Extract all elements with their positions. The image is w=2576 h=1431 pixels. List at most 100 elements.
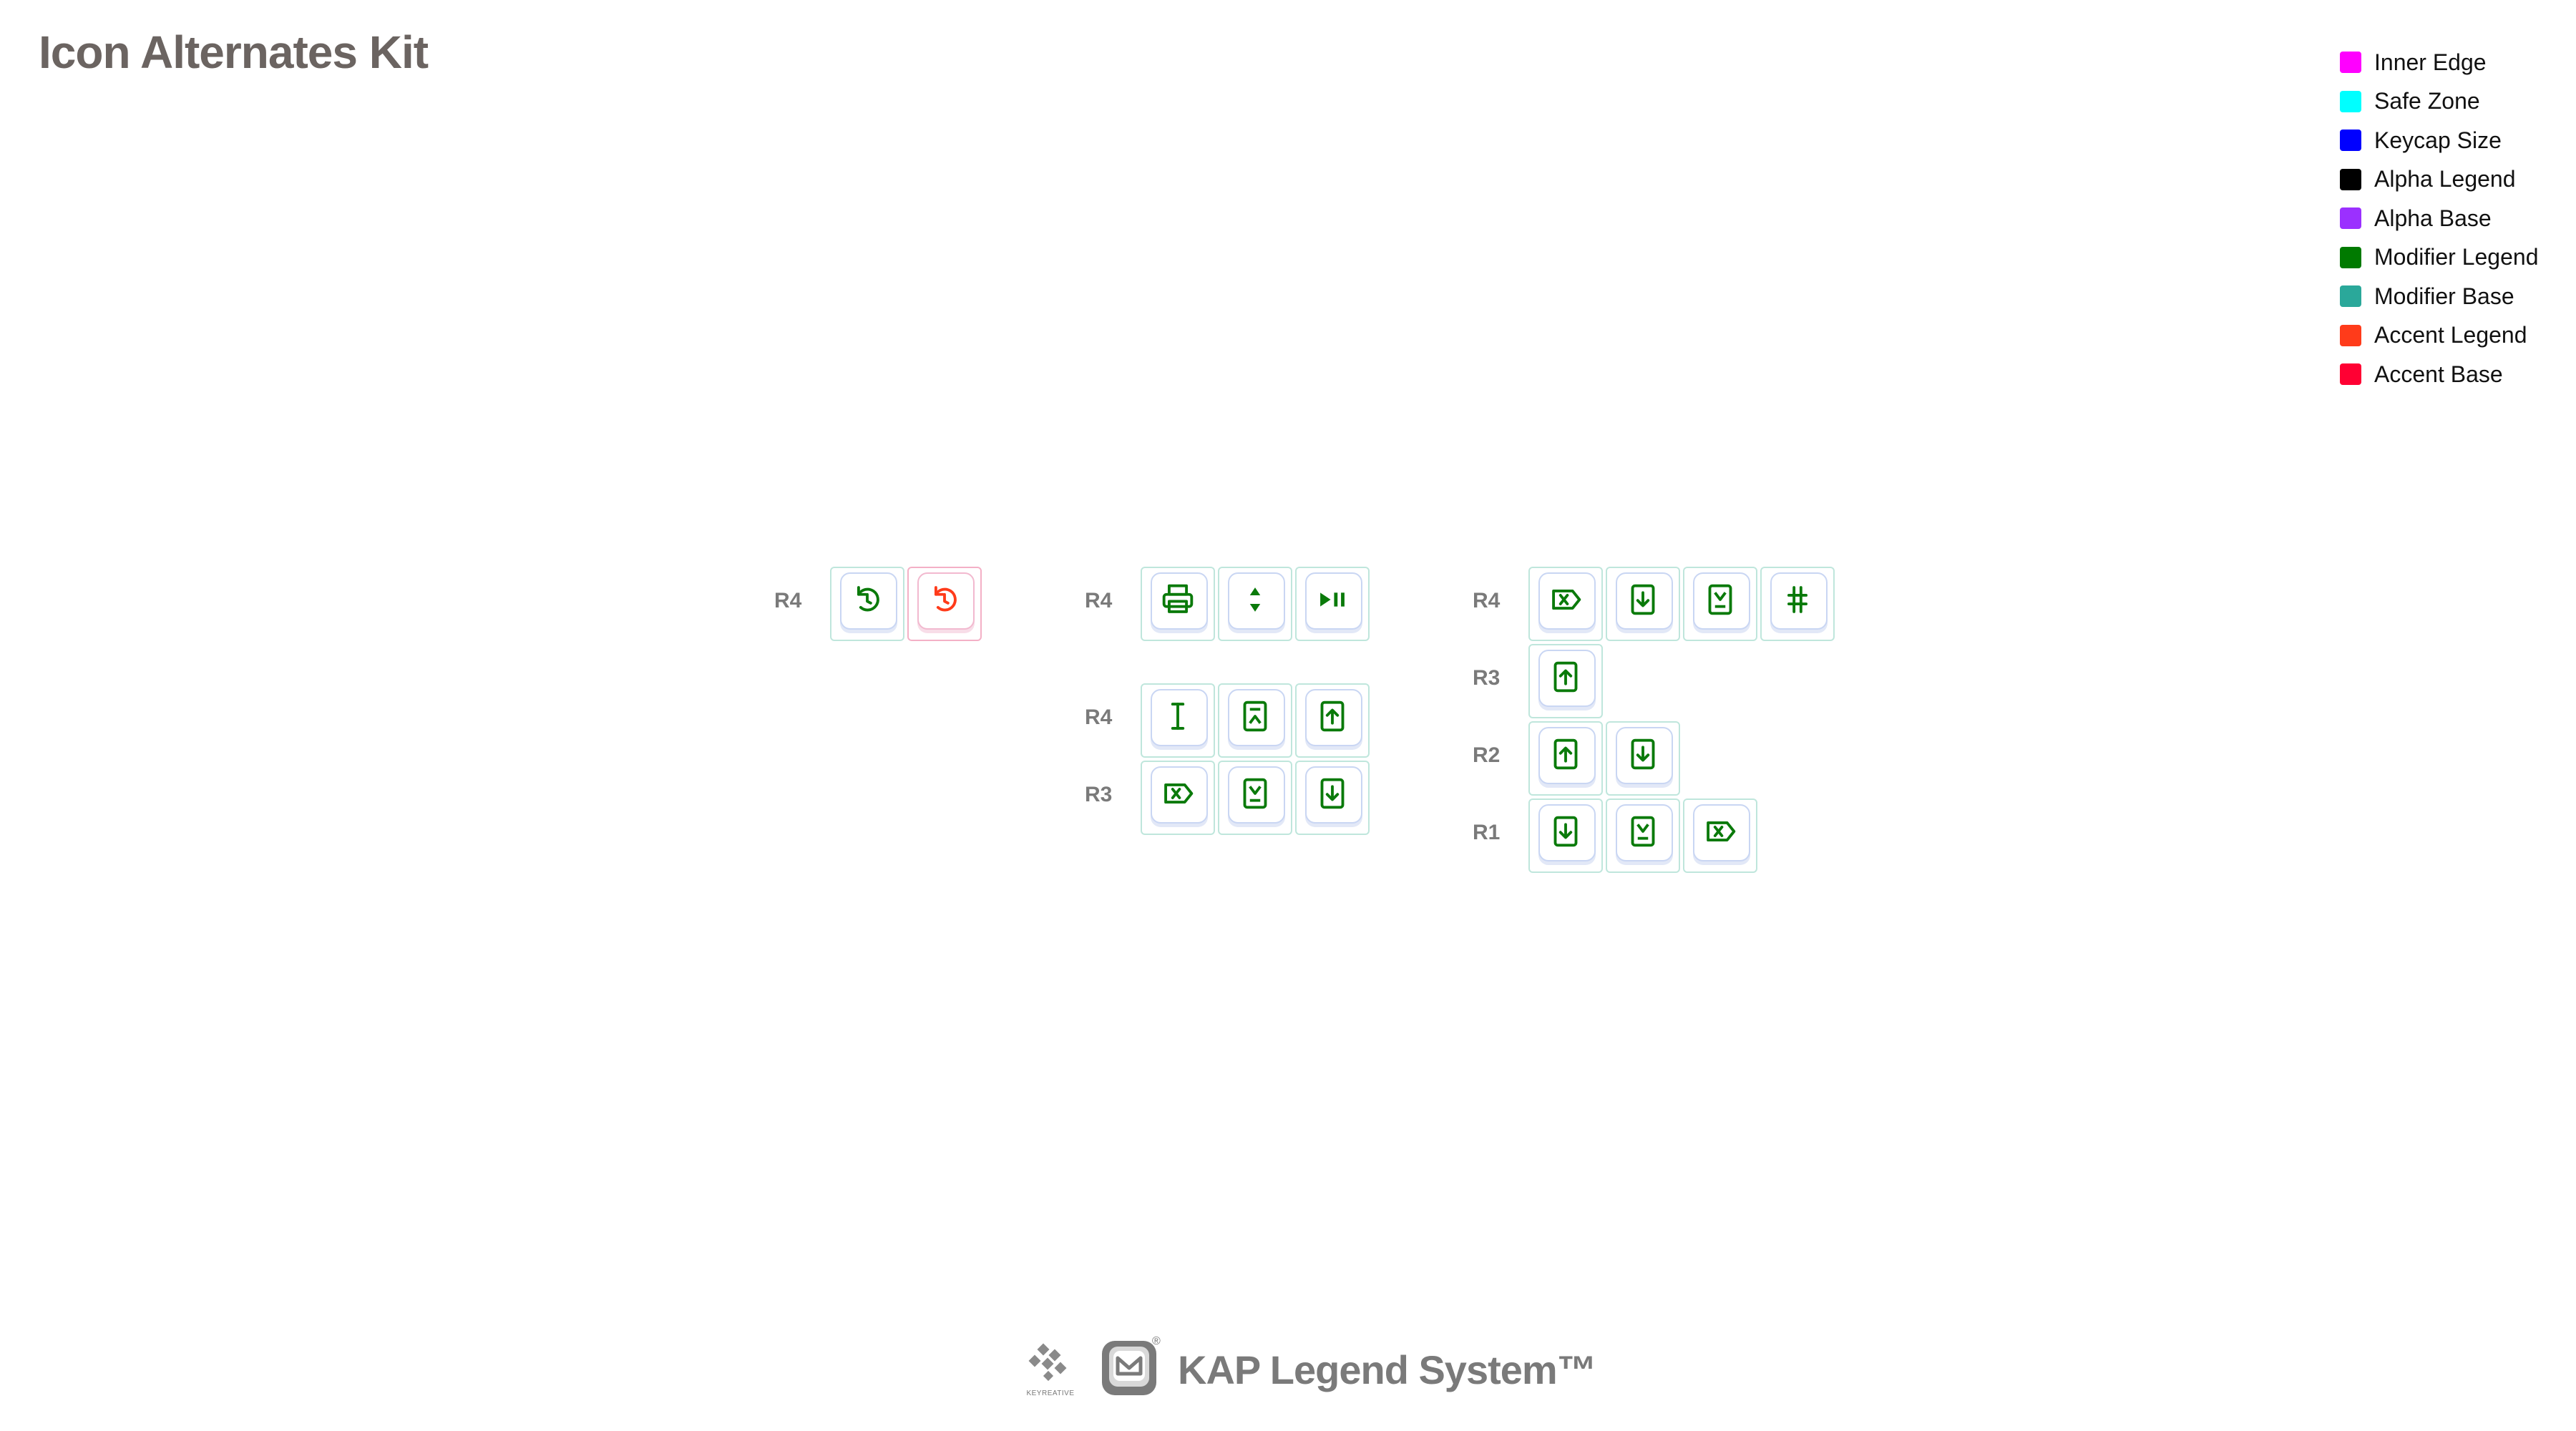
legend-item-alpha-base: Alpha Base: [2340, 199, 2538, 238]
keycap-page-down[interactable]: [1606, 721, 1680, 796]
keycap-undo-accent[interactable]: [907, 567, 982, 641]
keycap-end[interactable]: [1683, 567, 1757, 641]
legend-swatch: [2340, 130, 2361, 152]
legend-item-safe-zone: Safe Zone: [2340, 82, 2538, 122]
row-label-r4: R4: [774, 589, 802, 612]
keycap-insert[interactable]: [1141, 683, 1215, 758]
hashtag-icon: [1787, 586, 1808, 613]
keycap-top: [1693, 804, 1750, 861]
kap-logo-icon: [1102, 1341, 1156, 1395]
legend-item-modifier-legend: Modifier Legend: [2340, 238, 2538, 278]
keycap-top: [1151, 766, 1208, 824]
keycap-page-down[interactable]: [1528, 798, 1603, 873]
legend-item-keycap-size: Keycap Size: [2340, 121, 2538, 160]
delete-icon: [1707, 821, 1736, 842]
page-down-icon: [1553, 816, 1578, 847]
keycap-delete[interactable]: [1683, 798, 1757, 873]
keycap-home[interactable]: [1218, 683, 1292, 758]
page-home-icon: [1243, 700, 1267, 732]
printer-icon: [1162, 584, 1194, 613]
text-cursor-icon: [1171, 703, 1185, 730]
row-label-r4: R4: [1473, 589, 1501, 612]
legend-swatch: [2340, 324, 2361, 346]
row-label-r3: R3: [1085, 783, 1113, 806]
keyreative-logo-icon: [1028, 1343, 1067, 1382]
legend-item-inner-edge: Inner Edge: [2340, 43, 2538, 82]
keycap-page-down[interactable]: [1295, 761, 1370, 835]
keycap-top: [1538, 572, 1596, 630]
page-end-icon: [1631, 816, 1655, 847]
legend-swatch: [2340, 285, 2361, 308]
undo-accent-icon: [934, 586, 957, 612]
keycap-scroll[interactable]: [1218, 567, 1292, 641]
undo-icon: [857, 586, 879, 612]
keycap-top: [1616, 727, 1673, 784]
keycap-undo[interactable]: [830, 567, 904, 641]
legend-label: Modifier Base: [2374, 283, 2514, 309]
delete-icon: [1164, 783, 1194, 804]
legend-item-accent-legend: Accent Legend: [2340, 316, 2538, 356]
keycap-top: [1538, 727, 1596, 784]
row-label-r4: R4: [1085, 705, 1113, 729]
keycap-top: [1538, 650, 1596, 707]
keycap-top: [1151, 689, 1208, 746]
legend-label: Modifier Legend: [2374, 244, 2539, 270]
legend-swatch: [2340, 363, 2361, 386]
keycap-end[interactable]: [1218, 761, 1292, 835]
keycap-top: [840, 572, 897, 630]
page-down-icon: [1631, 584, 1655, 615]
color-legend: Inner Edge Safe Zone Keycap Size Alpha L…: [2340, 43, 2538, 394]
keycap-top: [1305, 689, 1362, 746]
keycap-play-pause[interactable]: [1295, 567, 1370, 641]
scroll-up-down-icon: [1249, 587, 1261, 612]
keycap-page-up[interactable]: [1528, 644, 1603, 718]
legend-swatch: [2340, 52, 2361, 74]
legend-label: Alpha Legend: [2374, 166, 2516, 192]
delete-icon: [1552, 589, 1581, 610]
legend-swatch: [2340, 246, 2361, 268]
legend-swatch: [2340, 168, 2361, 190]
page-end-icon: [1708, 584, 1732, 615]
keycap-end[interactable]: [1606, 798, 1680, 873]
keycap-top: [1305, 766, 1362, 824]
row-label-r3: R3: [1473, 666, 1501, 690]
legend-label: Keycap Size: [2374, 127, 2502, 153]
keycap-top: [1616, 572, 1673, 630]
registered-mark: ®: [1152, 1335, 1161, 1347]
page-down-icon: [1631, 738, 1655, 770]
keycap-top: [1693, 572, 1750, 630]
page-up-icon: [1320, 700, 1345, 732]
page-end-icon: [1243, 778, 1267, 809]
keyreative-wordmark: KEYREATIVE: [1026, 1390, 1075, 1397]
keycap-print[interactable]: [1141, 567, 1215, 641]
keycap-delete[interactable]: [1141, 761, 1215, 835]
legend-label: Accent Legend: [2374, 322, 2527, 348]
row-label-r1: R1: [1473, 821, 1501, 844]
row-label-r2: R2: [1473, 743, 1501, 767]
play-pause-icon: [1320, 592, 1345, 607]
keycap-delete[interactable]: [1528, 567, 1603, 641]
page-up-icon: [1553, 661, 1578, 693]
keycap-top: [1538, 804, 1596, 861]
keycap-page-up[interactable]: [1528, 721, 1603, 796]
page-down-icon: [1320, 778, 1345, 809]
legend-swatch: [2340, 90, 2361, 112]
page-title: Icon Alternates Kit: [39, 26, 429, 78]
kap-legend-system-title: KAP Legend System™: [1178, 1347, 1597, 1392]
row-label-r4: R4: [1085, 589, 1113, 612]
page-up-icon: [1553, 738, 1578, 770]
keycap-top: [1770, 572, 1828, 630]
keycap-hashtag[interactable]: [1760, 567, 1835, 641]
legend-item-alpha-legend: Alpha Legend: [2340, 160, 2538, 200]
legend-label: Alpha Base: [2374, 205, 2492, 231]
keycap-page-down[interactable]: [1606, 567, 1680, 641]
keycap-top: [1228, 572, 1285, 630]
keycap-page-up[interactable]: [1295, 683, 1370, 758]
legend-label: Inner Edge: [2374, 49, 2487, 75]
legend-item-modifier-base: Modifier Base: [2340, 277, 2538, 316]
keycap-top: [1305, 572, 1362, 630]
legend-swatch: [2340, 207, 2361, 230]
legend-label: Safe Zone: [2374, 88, 2480, 114]
legend-label: Accent Base: [2374, 361, 2503, 387]
keycap-top: [1228, 766, 1285, 824]
